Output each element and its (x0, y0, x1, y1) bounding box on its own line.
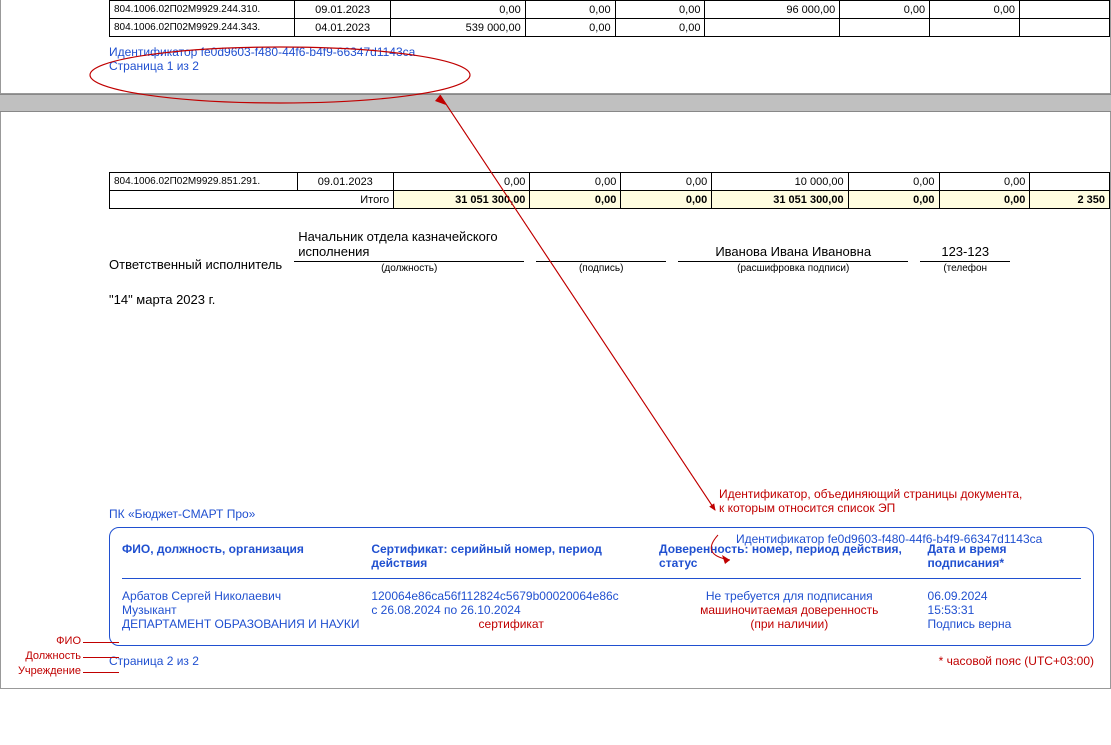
annot-position-label: Должность (21, 650, 81, 662)
cell (705, 19, 840, 37)
identifier-text: Идентификатор fe0d9603-f480-44f6-b4f9-66… (109, 45, 1110, 59)
sign-caption: (подпись) (536, 263, 666, 274)
cell-date: 04.01.2023 (295, 19, 391, 37)
name-caption: (расшифровка подписи) (678, 263, 908, 274)
annotation-line-1: Идентификатор, объединяющий страницы док… (719, 487, 1022, 501)
annotation-line-2: к которым относится список ЭП (719, 501, 1022, 515)
sig-cert-period: с 26.08.2024 по 26.10.2024 (371, 603, 651, 617)
cell: 0,00 (939, 173, 1030, 191)
sig-th-cert: Сертификат: серийный номер, период дейст… (371, 538, 659, 579)
total-cell: 2 350 (1030, 191, 1110, 209)
cell (930, 19, 1020, 37)
annotation-text: Идентификатор, объединяющий страницы док… (719, 487, 1022, 515)
cell: 96 000,00 (705, 1, 840, 19)
sig-position: Музыкант (122, 603, 363, 617)
cell: 10 000,00 (712, 173, 848, 191)
cell: 0,00 (840, 1, 930, 19)
cell: 0,00 (848, 173, 939, 191)
page-number: Страница 1 из 2 (109, 59, 1110, 73)
name-value: Иванова Ивана Ивановна (678, 244, 908, 262)
total-row: Итого 31 051 300,00 0,00 0,00 31 051 300… (110, 191, 1110, 209)
page-2: 804.1006.02П02М9929.851.291. 09.01.2023 … (0, 112, 1111, 689)
phone-caption: (телефон (920, 263, 1010, 274)
sig-dt-1: 06.09.2024 (928, 589, 1073, 603)
page-separator (0, 94, 1111, 112)
cell-code: 804.1006.02П02М9929.851.291. (110, 173, 298, 191)
sig-cert-serial: 120064e86ca56f112824c5679b00020064e86c (371, 589, 651, 603)
sig-table-row: Арбатов Сергей Николаевич Музыкант ДЕПАР… (122, 579, 1081, 636)
cell: 0,00 (621, 173, 712, 191)
table-row: 804.1006.02П02М9929.851.291. 09.01.2023 … (110, 173, 1110, 191)
total-cell: 0,00 (848, 191, 939, 209)
annot-line (83, 642, 119, 643)
identifier-block: Идентификатор fe0d9603-f480-44f6-b4f9-66… (109, 45, 1110, 73)
sig-fio-cell: Арбатов Сергей Николаевич Музыкант ДЕПАР… (122, 579, 371, 636)
total-cell: 0,00 (530, 191, 621, 209)
signature-block: Ответственный исполнитель Начальник отде… (109, 229, 1110, 274)
cell-code: 804.1006.02П02М9929.244.343. (110, 19, 295, 37)
sig-dt-2: 15:53:31 (928, 603, 1073, 617)
sig-date-cell: 06.09.2024 15:53:31 Подпись верна (928, 579, 1081, 636)
total-cell: 31 051 300,00 (394, 191, 530, 209)
annot-line (83, 672, 119, 673)
cell (840, 19, 930, 37)
cell: 0,00 (530, 173, 621, 191)
position-value: Начальник отдела казначейского исполнени… (294, 229, 524, 262)
sig-dt-3: Подпись верна (928, 617, 1073, 631)
phone-value: 123-123 (920, 244, 1010, 262)
cell: 0,00 (390, 1, 525, 19)
sig-cert-label: сертификат (371, 617, 651, 631)
cell (1020, 1, 1110, 19)
cell: 0,00 (615, 1, 705, 19)
data-table-2: 804.1006.02П02М9929.851.291. 09.01.2023 … (109, 172, 1110, 209)
table-row: 804.1006.02П02М9929.244.343. 04.01.2023 … (110, 19, 1110, 37)
table-row: 804.1006.02П02М9929.244.310. 09.01.2023 … (110, 1, 1110, 19)
sig-cert-cell: 120064e86ca56f112824c5679b00020064e86c с… (371, 579, 659, 636)
sig-org: ДЕПАРТАМЕНТ ОБРАЗОВАНИЯ И НАУКИ (122, 617, 363, 631)
cell-date: 09.01.2023 (295, 1, 391, 19)
position-caption: (должность) (294, 263, 524, 274)
cell: 0,00 (615, 19, 705, 37)
page-1: 804.1006.02П02М9929.244.310. 09.01.2023 … (0, 0, 1111, 94)
timezone-note: * часовой пояс (UTC+03:00) (939, 654, 1094, 668)
date-string: "14" марта 2023 г. (109, 292, 1110, 307)
annot-line (83, 657, 119, 658)
cell: 0,00 (930, 1, 1020, 19)
sig-trust-cell: Не требуется для подписания машиночитаем… (659, 579, 928, 636)
identifier-2: Идентификатор fe0d9603-f480-44f6-b4f9-66… (736, 532, 1042, 546)
annot-fio-label: ФИО (25, 635, 81, 647)
total-label: Итого (110, 191, 394, 209)
annot-org-label: Учреждение (15, 665, 81, 677)
cell: 0,00 (525, 1, 615, 19)
cell: 0,00 (525, 19, 615, 37)
total-cell: 0,00 (939, 191, 1030, 209)
cell: 539 000,00 (390, 19, 525, 37)
sign-field (536, 244, 666, 262)
total-cell: 31 051 300,00 (712, 191, 848, 209)
cell (1020, 19, 1110, 37)
sig-trust-1: Не требуется для подписания (659, 589, 920, 603)
cell-code: 804.1006.02П02М9929.244.310. (110, 1, 295, 19)
cell-date: 09.01.2023 (297, 173, 394, 191)
signature-table: ФИО, должность, организация Сертификат: … (122, 538, 1081, 635)
cell (1030, 173, 1110, 191)
sig-trust-3: (при наличии) (659, 617, 920, 631)
sig-fio: Арбатов Сергей Николаевич (122, 589, 363, 603)
total-cell: 0,00 (621, 191, 712, 209)
sig-trust-2: машиночитаемая доверенность (659, 603, 920, 617)
responsible-label: Ответственный исполнитель (109, 257, 282, 274)
data-table-1: 804.1006.02П02М9929.244.310. 09.01.2023 … (109, 0, 1110, 37)
cell: 0,00 (394, 173, 530, 191)
sig-th-fio: ФИО, должность, организация (122, 538, 371, 579)
page-number-2: Страница 2 из 2 (109, 654, 199, 668)
